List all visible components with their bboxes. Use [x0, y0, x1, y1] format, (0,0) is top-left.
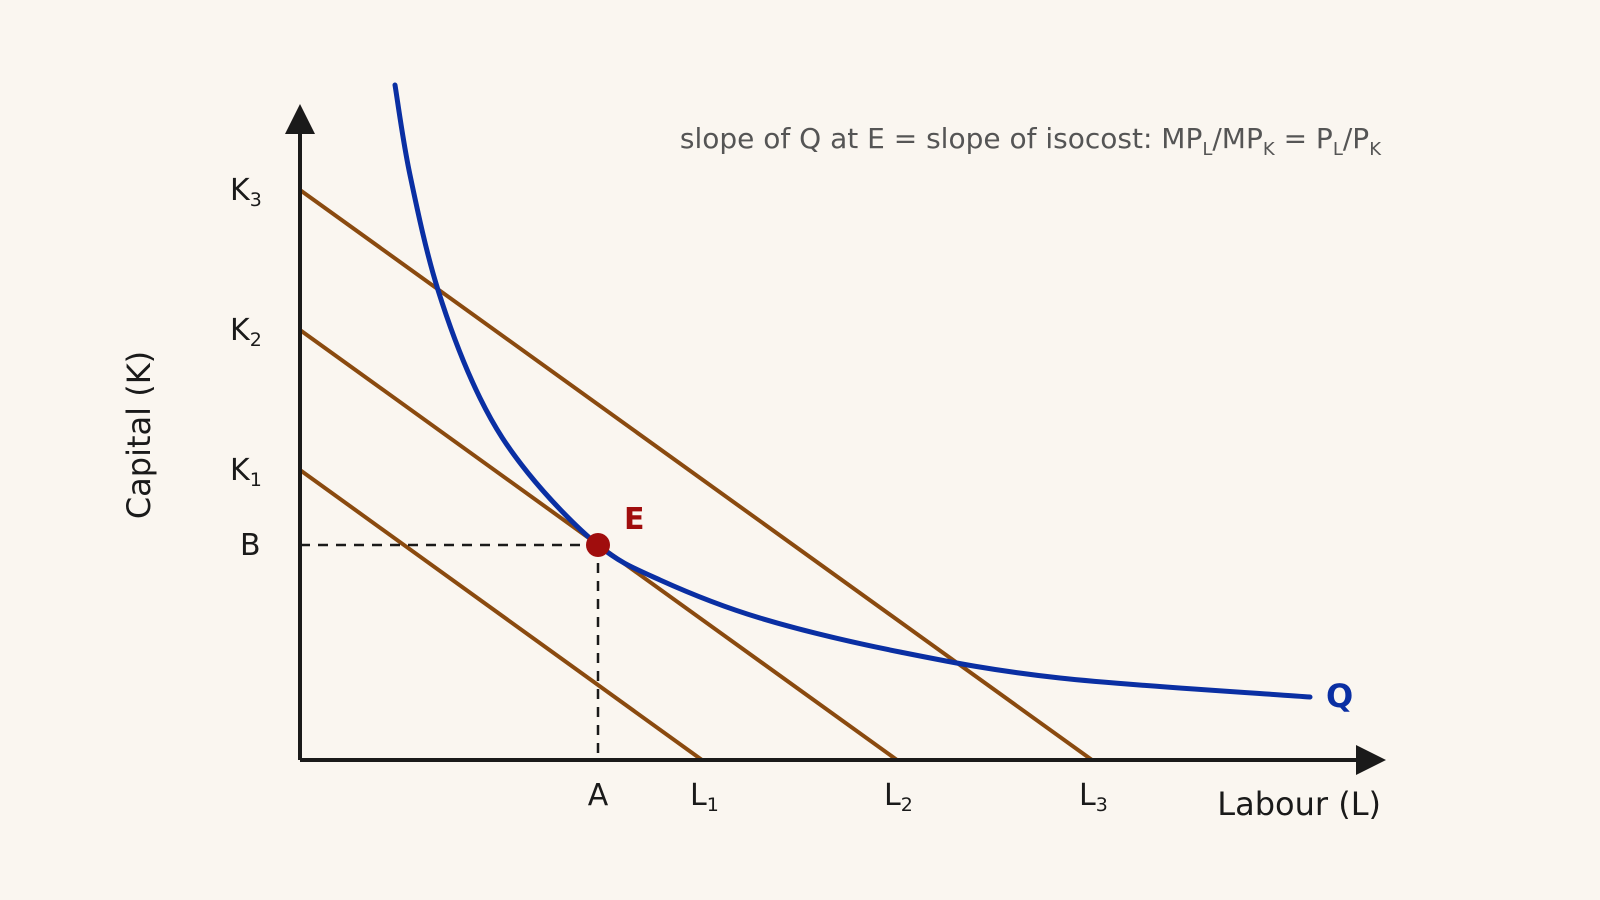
- x-axis-arrow: [1356, 745, 1386, 775]
- equilibrium-point-e: [586, 533, 610, 557]
- slope-annotation: slope of Q at E = slope of isocost: MPL/…: [680, 122, 1382, 160]
- curve-label-q: Q: [1326, 677, 1353, 715]
- isocost-line-3: [298, 188, 1094, 762]
- y-tick-k1: K1: [230, 453, 262, 491]
- x-tick-l2: L2: [884, 778, 913, 816]
- y-tick-k3: K3: [230, 173, 262, 211]
- y-axis-title: Capital (K): [120, 351, 158, 519]
- x-tick-a: A: [588, 778, 609, 813]
- isocost-line-1: [298, 468, 704, 762]
- x-tick-l1: L1: [690, 778, 719, 816]
- y-tick-k2: K2: [230, 313, 262, 351]
- y-tick-b: B: [240, 528, 261, 563]
- y-axis-arrow: [285, 104, 315, 134]
- x-axis-title: Labour (L): [1217, 785, 1381, 823]
- isoquant-curve-q: [392, 82, 1313, 700]
- point-label-e: E: [624, 502, 645, 537]
- x-tick-l3: L3: [1079, 778, 1108, 816]
